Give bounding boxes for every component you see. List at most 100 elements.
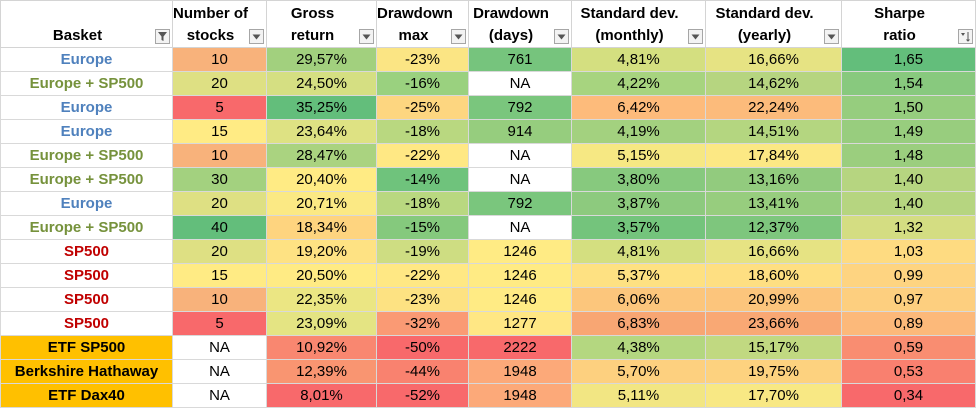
ddmax-cell[interactable]: -52%	[376, 383, 469, 408]
ddmax-cell[interactable]: -18%	[376, 191, 469, 216]
sdm-cell[interactable]: 5,11%	[571, 383, 706, 408]
stocks-cell[interactable]: 20	[172, 71, 267, 96]
gross-cell[interactable]: 12,39%	[266, 359, 377, 384]
basket-cell[interactable]: Europe	[0, 95, 173, 120]
sdm-cell[interactable]: 4,22%	[571, 71, 706, 96]
gross-cell[interactable]: 20,50%	[266, 263, 377, 288]
sharpe-cell[interactable]: 1,40	[841, 191, 976, 216]
stocks-cell[interactable]: 40	[172, 215, 267, 240]
sdy-cell[interactable]: 17,84%	[705, 143, 842, 168]
sdm-cell[interactable]: 5,37%	[571, 263, 706, 288]
dddays-cell[interactable]: 1246	[468, 263, 572, 288]
sdy-cell[interactable]: 13,16%	[705, 167, 842, 192]
sdy-cell[interactable]: 23,66%	[705, 311, 842, 336]
dropdown-arrow-icon[interactable]	[824, 29, 839, 44]
dddays-cell[interactable]: NA	[468, 167, 572, 192]
sharpe-cell[interactable]: 1,48	[841, 143, 976, 168]
dddays-cell[interactable]: 792	[468, 95, 572, 120]
stocks-cell[interactable]: 15	[172, 119, 267, 144]
sharpe-cell[interactable]: 0,99	[841, 263, 976, 288]
sdm-cell[interactable]: 6,83%	[571, 311, 706, 336]
stocks-cell[interactable]: 10	[172, 287, 267, 312]
funnel-filter-icon[interactable]	[155, 29, 170, 44]
gross-cell[interactable]: 29,57%	[266, 47, 377, 72]
ddmax-cell[interactable]: -16%	[376, 71, 469, 96]
dddays-cell[interactable]: NA	[468, 71, 572, 96]
gross-cell[interactable]: 18,34%	[266, 215, 377, 240]
ddmax-cell[interactable]: -14%	[376, 167, 469, 192]
sdm-cell[interactable]: 6,42%	[571, 95, 706, 120]
basket-cell[interactable]: SP500	[0, 311, 173, 336]
basket-cell[interactable]: ETF SP500	[0, 335, 173, 360]
ddmax-cell[interactable]: -50%	[376, 335, 469, 360]
sdy-cell[interactable]: 16,66%	[705, 47, 842, 72]
basket-cell[interactable]: Europe	[0, 191, 173, 216]
sdm-cell[interactable]: 4,81%	[571, 239, 706, 264]
sharpe-cell[interactable]: 1,40	[841, 167, 976, 192]
gross-cell[interactable]: 35,25%	[266, 95, 377, 120]
sharpe-cell[interactable]: 1,32	[841, 215, 976, 240]
sdy-cell[interactable]: 19,75%	[705, 359, 842, 384]
dddays-cell[interactable]: 1277	[468, 311, 572, 336]
sdy-cell[interactable]: 17,70%	[705, 383, 842, 408]
gross-cell[interactable]: 22,35%	[266, 287, 377, 312]
basket-cell[interactable]: Europe + SP500	[0, 71, 173, 96]
ddmax-cell[interactable]: -44%	[376, 359, 469, 384]
gross-cell[interactable]: 28,47%	[266, 143, 377, 168]
sharpe-cell[interactable]: 0,34	[841, 383, 976, 408]
basket-cell[interactable]: SP500	[0, 287, 173, 312]
sdm-cell[interactable]: 4,38%	[571, 335, 706, 360]
sdm-cell[interactable]: 5,70%	[571, 359, 706, 384]
gross-cell[interactable]: 23,09%	[266, 311, 377, 336]
sdy-cell[interactable]: 15,17%	[705, 335, 842, 360]
sdm-cell[interactable]: 3,80%	[571, 167, 706, 192]
basket-cell[interactable]: Europe + SP500	[0, 167, 173, 192]
sdm-cell[interactable]: 4,81%	[571, 47, 706, 72]
basket-cell[interactable]: Europe	[0, 119, 173, 144]
stocks-cell[interactable]: 15	[172, 263, 267, 288]
basket-cell[interactable]: Europe + SP500	[0, 215, 173, 240]
dropdown-arrow-icon[interactable]	[688, 29, 703, 44]
dddays-cell[interactable]: 1948	[468, 359, 572, 384]
ddmax-cell[interactable]: -22%	[376, 143, 469, 168]
sdm-cell[interactable]: 3,87%	[571, 191, 706, 216]
stocks-cell[interactable]: 10	[172, 47, 267, 72]
ddmax-cell[interactable]: -19%	[376, 239, 469, 264]
basket-cell[interactable]: ETF Dax40	[0, 383, 173, 408]
ddmax-cell[interactable]: -23%	[376, 47, 469, 72]
dddays-cell[interactable]: 1246	[468, 287, 572, 312]
gross-cell[interactable]: 19,20%	[266, 239, 377, 264]
gross-cell[interactable]: 23,64%	[266, 119, 377, 144]
sdy-cell[interactable]: 13,41%	[705, 191, 842, 216]
sdm-cell[interactable]: 6,06%	[571, 287, 706, 312]
dddays-cell[interactable]: 792	[468, 191, 572, 216]
sdy-cell[interactable]: 14,51%	[705, 119, 842, 144]
sharpe-cell[interactable]: 1,54	[841, 71, 976, 96]
dddays-cell[interactable]: 761	[468, 47, 572, 72]
sdy-cell[interactable]: 18,60%	[705, 263, 842, 288]
gross-cell[interactable]: 10,92%	[266, 335, 377, 360]
stocks-cell[interactable]: 20	[172, 239, 267, 264]
stocks-cell[interactable]: NA	[172, 359, 267, 384]
ddmax-cell[interactable]: -25%	[376, 95, 469, 120]
ddmax-cell[interactable]: -15%	[376, 215, 469, 240]
dddays-cell[interactable]: NA	[468, 215, 572, 240]
sharpe-cell[interactable]: 1,50	[841, 95, 976, 120]
sdy-cell[interactable]: 20,99%	[705, 287, 842, 312]
dddays-cell[interactable]: 2222	[468, 335, 572, 360]
dddays-cell[interactable]: 1246	[468, 239, 572, 264]
basket-cell[interactable]: Berkshire Hathaway	[0, 359, 173, 384]
ddmax-cell[interactable]: -18%	[376, 119, 469, 144]
gross-cell[interactable]: 24,50%	[266, 71, 377, 96]
ddmax-cell[interactable]: -32%	[376, 311, 469, 336]
basket-cell[interactable]: SP500	[0, 263, 173, 288]
dropdown-arrow-icon[interactable]	[249, 29, 264, 44]
ddmax-cell[interactable]: -23%	[376, 287, 469, 312]
sharpe-cell[interactable]: 1,49	[841, 119, 976, 144]
stocks-cell[interactable]: NA	[172, 383, 267, 408]
ddmax-cell[interactable]: -22%	[376, 263, 469, 288]
dddays-cell[interactable]: 914	[468, 119, 572, 144]
dddays-cell[interactable]: 1948	[468, 383, 572, 408]
basket-cell[interactable]: Europe + SP500	[0, 143, 173, 168]
dropdown-arrow-icon[interactable]	[359, 29, 374, 44]
